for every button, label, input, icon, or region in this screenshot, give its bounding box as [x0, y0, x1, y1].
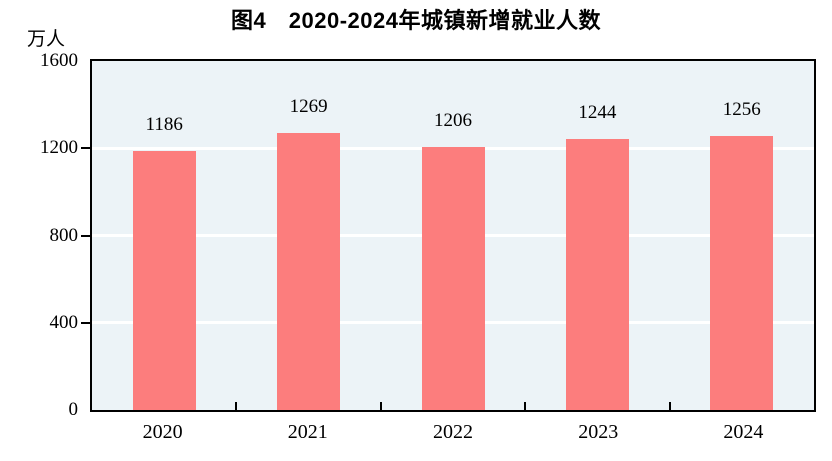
bar-2022: [421, 146, 485, 410]
x-axis-label-2023: 2023: [578, 421, 619, 443]
x-axis-label-2024: 2024: [723, 421, 764, 443]
x-axis-label-2022: 2022: [432, 421, 473, 443]
y-axis-tick-label-0: 0: [68, 399, 79, 420]
bar-value-label-2021: 1269: [289, 96, 328, 118]
bar-2023: [565, 138, 629, 410]
y-axis-tick-label-800: 800: [49, 224, 79, 246]
y-axis-tick-mark-800: [81, 234, 90, 237]
x-axis-label-2021: 2021: [287, 421, 328, 443]
bar-value-label-2023: 1244: [578, 101, 617, 123]
y-axis-tick-label-1600: 1600: [40, 50, 78, 71]
bar-value-label-2020: 1186: [145, 114, 183, 136]
x-axis-label-2020: 2020: [142, 421, 183, 443]
bar-2021: [277, 133, 341, 410]
x-axis-boundary-tick-3: [524, 402, 527, 410]
x-axis-boundary-tick-4: [668, 402, 671, 410]
y-axis-unit-label: 万人: [27, 29, 66, 50]
y-axis-tick-label-1200: 1200: [40, 137, 78, 159]
bar-2020: [132, 151, 196, 410]
y-axis-tick-label-400: 400: [49, 311, 79, 333]
bar-value-label-2024: 1256: [722, 99, 761, 121]
y-axis-tick-mark-400: [81, 321, 90, 324]
y-axis-tick-mark-1200: [81, 147, 90, 150]
chart-title: 图4 2020-2024年城镇新增就业人数: [231, 8, 601, 33]
bar-value-label-2022: 1206: [433, 109, 472, 131]
bar-2024: [710, 136, 774, 410]
x-axis-boundary-tick-2: [379, 402, 382, 410]
plot-inner: 1186 1269 1206 1244 1256: [92, 61, 814, 410]
x-axis-boundary-tick-1: [235, 402, 238, 410]
plot-area: 1186 1269 1206 1244 1256: [90, 59, 816, 412]
